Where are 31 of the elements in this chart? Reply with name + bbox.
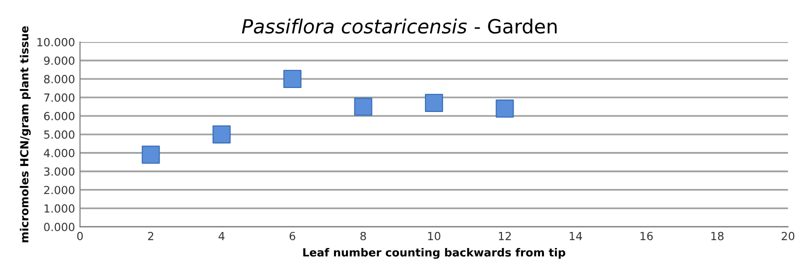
x-tick-label: 16 (640, 232, 653, 240)
x-axis-title: Leaf number counting backwards from tip (303, 248, 566, 259)
point (142, 146, 160, 164)
y-tick-label: 8.000 (44, 74, 74, 84)
y-tick-label: 2.000 (44, 186, 74, 194)
x-tick-label: 20 (782, 232, 794, 240)
point (424, 94, 444, 112)
point (354, 98, 372, 116)
x-tick-label: 8 (360, 232, 366, 240)
x-tick-label: 6 (290, 232, 296, 240)
y-tick-label: 0.000 (44, 222, 74, 232)
x-tick-label: 2 (148, 232, 154, 240)
x-tick-label: 10 (428, 232, 440, 240)
point (283, 70, 302, 88)
y-tick-label: 10.000 (37, 38, 74, 46)
x-tick-label: 12 (498, 232, 511, 240)
x-tick-label: 0 (77, 232, 83, 240)
y-tick-label: 9.000 (44, 56, 74, 65)
point (212, 125, 231, 144)
y-tick-label: 7.000 (44, 93, 74, 102)
y-tick-label: 3.000 (44, 167, 74, 176)
y-axis-title: micromoles HCN/gram plant tissue (20, 26, 31, 242)
x-tick-label: 4 (218, 232, 225, 240)
y-tick-label: 5.000 (44, 130, 74, 139)
x-tick-label: 18 (711, 232, 724, 240)
y-tick-label: 4.000 (44, 148, 74, 158)
x-tick-label: 14 (570, 232, 582, 240)
y-tick-label: 1.000 (44, 204, 74, 213)
y-tick-label: 6.000 (44, 112, 74, 120)
chart-title: Passiflora costaricensis - Garden (242, 18, 557, 34)
point (496, 99, 514, 118)
